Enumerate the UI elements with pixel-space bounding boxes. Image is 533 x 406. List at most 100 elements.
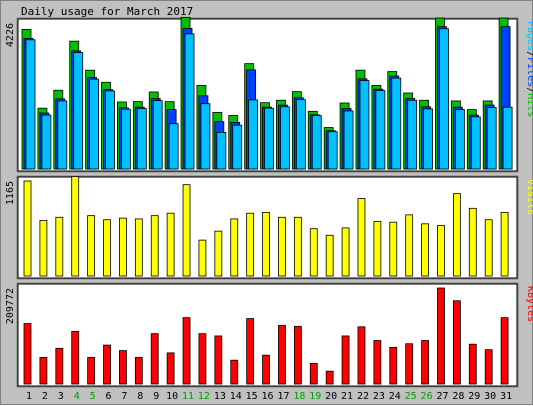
bar-pages-day-28 xyxy=(454,109,465,170)
bar-visits-day-3 xyxy=(55,216,64,277)
legend-hits: Hits xyxy=(525,93,533,117)
bar-kbytes-day-2 xyxy=(39,357,48,385)
bar-kbytes-day-1 xyxy=(23,323,32,385)
bar-kbytes-day-27 xyxy=(437,287,445,385)
bar-pages-day-8 xyxy=(136,108,147,170)
day-label: 28 xyxy=(452,391,464,402)
bar-pages-day-26 xyxy=(423,108,433,170)
bar-visits-day-19 xyxy=(309,228,318,277)
day-label: 26 xyxy=(421,391,433,402)
bar-visits-day-30 xyxy=(484,219,493,277)
bar-pages-day-10 xyxy=(168,123,179,170)
bar-kbytes-day-6 xyxy=(103,344,111,385)
legend-files: Files xyxy=(525,57,533,87)
bar-kbytes-day-23 xyxy=(373,340,382,385)
day-label: 17 xyxy=(277,391,289,402)
day-label: 24 xyxy=(389,391,401,402)
bar-pages-day-19 xyxy=(311,115,322,170)
day-label: 11 xyxy=(182,391,194,402)
day-label: 25 xyxy=(405,391,417,402)
chart-panels: 4226Pages/Files/Hits1165Visits209772KByt… xyxy=(5,16,533,388)
bar-kbytes-day-4 xyxy=(71,330,80,385)
bar-pages-day-21 xyxy=(343,110,354,170)
legend: Pages/Files/Hits xyxy=(525,21,533,117)
bar-kbytes-day-31 xyxy=(500,317,509,385)
bar-kbytes-day-13 xyxy=(214,335,223,385)
bar-pages-day-24 xyxy=(391,77,402,170)
bar-kbytes-day-22 xyxy=(357,326,366,385)
bar-visits-day-20 xyxy=(325,234,334,277)
bar-pages-day-4 xyxy=(73,52,84,170)
bar-kbytes-day-30 xyxy=(484,349,493,385)
bar-kbytes-day-11 xyxy=(182,317,191,385)
day-label: 3 xyxy=(58,391,64,402)
bar-visits-day-15 xyxy=(246,212,255,277)
bar-visits-day-25 xyxy=(405,214,414,277)
day-label: 19 xyxy=(309,391,321,402)
day-labels: 1 2 3 4 5 6 7 8 9 10 11 12 13 14 15 16 17 18 19 20 21 22 23 24 2… xyxy=(26,391,512,402)
bar-pages-day-11 xyxy=(184,33,195,170)
panel-visits: 1165 Visits xyxy=(5,175,533,280)
panel-frame-outer xyxy=(16,282,519,388)
bar-visits-day-5 xyxy=(87,215,96,277)
bar-visits-day-21 xyxy=(341,227,350,277)
day-label: 27 xyxy=(436,391,448,402)
bar-pages-day-15 xyxy=(248,99,259,170)
bar-kbytes-day-17 xyxy=(278,325,286,385)
bar-kbytes-day-10 xyxy=(166,352,175,385)
day-label: 14 xyxy=(230,391,242,402)
day-label: 9 xyxy=(153,391,159,402)
bar-kbytes-day-16 xyxy=(262,354,270,385)
bar-kbytes-day-9 xyxy=(150,333,159,385)
bar-pages-day-30 xyxy=(486,107,497,170)
bar-visits-day-1 xyxy=(23,180,32,277)
bar-kbytes-day-25 xyxy=(405,343,414,385)
legend-visits: Visits xyxy=(525,179,533,215)
bar-visits-day-11 xyxy=(182,184,191,277)
day-label: 15 xyxy=(246,391,258,402)
bar-pages-day-29 xyxy=(470,116,481,170)
day-label: 13 xyxy=(214,391,226,402)
bar-pages-day-1 xyxy=(25,39,36,170)
bar-kbytes-day-7 xyxy=(119,350,127,385)
bar-kbytes-day-21 xyxy=(341,335,350,385)
bar-visits-day-2 xyxy=(39,220,48,277)
bar-visits-day-9 xyxy=(150,215,159,277)
bar-visits-day-18 xyxy=(293,216,302,277)
bar-pages-day-17 xyxy=(280,106,290,170)
bar-visits-day-13 xyxy=(214,230,223,277)
day-label: 29 xyxy=(468,391,480,402)
panel-kbytes: 209772 KBytes xyxy=(5,282,533,388)
bar-visits-day-6 xyxy=(103,219,111,277)
bar-kbytes-day-8 xyxy=(134,357,143,385)
bar-kbytes-day-28 xyxy=(452,300,461,385)
legend-slash1: / xyxy=(525,51,533,57)
bar-pages-day-5 xyxy=(89,78,100,170)
legend-slash2: / xyxy=(525,87,533,93)
day-label: 5 xyxy=(90,391,96,402)
day-label: 16 xyxy=(262,391,274,402)
bar-visits-day-7 xyxy=(119,217,127,277)
day-label: 2 xyxy=(42,391,48,402)
bar-kbytes-day-3 xyxy=(55,347,64,385)
bar-kbytes-day-26 xyxy=(421,340,429,385)
day-label: 20 xyxy=(325,391,337,402)
bar-pages-day-31 xyxy=(502,106,513,170)
day-label: 6 xyxy=(106,391,112,402)
bar-visits-day-26 xyxy=(421,223,429,277)
panel-frame-outer xyxy=(16,17,519,173)
bar-pages-day-22 xyxy=(359,80,370,170)
bar-pages-day-13 xyxy=(216,131,227,170)
bar-kbytes-day-24 xyxy=(389,346,398,385)
bar-visits-day-17 xyxy=(278,216,286,277)
bar-visits-day-29 xyxy=(468,207,477,277)
day-label: 22 xyxy=(357,391,369,402)
bar-visits-day-23 xyxy=(373,220,382,277)
bar-visits-day-27 xyxy=(437,225,445,277)
bar-visits-day-14 xyxy=(230,218,239,277)
day-label: 8 xyxy=(137,391,143,402)
day-label: 30 xyxy=(484,391,496,402)
